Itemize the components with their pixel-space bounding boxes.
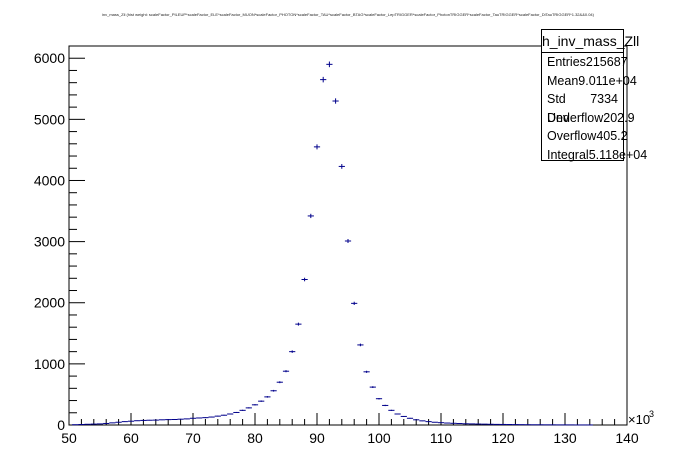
y-tick-label: 3000 <box>34 234 65 250</box>
data-point <box>264 396 271 398</box>
stats-value: 9.011e+04 <box>578 73 637 88</box>
y-tick-label: 0 <box>57 417 65 433</box>
data-point <box>425 421 432 423</box>
data-point <box>183 418 190 420</box>
data-point <box>134 420 141 422</box>
data-point <box>233 411 240 413</box>
data-point <box>351 301 358 305</box>
x-axis-multiplier-exponent: 3 <box>649 409 654 419</box>
data-point <box>307 213 314 219</box>
data-point <box>171 418 178 420</box>
stats-value: 405.2 <box>596 129 628 143</box>
data-point <box>282 370 290 373</box>
data-point <box>313 144 321 150</box>
stats-row: Overflow 405.2 <box>542 127 628 146</box>
x-tick-label: 130 <box>553 430 577 446</box>
x-tick-label: 110 <box>430 430 453 446</box>
stats-value: 202.9 <box>603 110 635 125</box>
data-point <box>245 407 252 409</box>
data-point <box>121 421 128 423</box>
data-point <box>388 409 395 411</box>
stats-row: Entries 215687 <box>542 53 628 72</box>
x-tick-label: 90 <box>309 430 325 446</box>
data-point <box>382 404 389 407</box>
chart-title: inv_mass_Zll (hist weight: scaleFactor_P… <box>102 12 594 17</box>
data-point <box>208 416 215 418</box>
data-point <box>344 238 352 244</box>
x-tick-label: 50 <box>61 430 77 446</box>
data-point <box>357 343 364 347</box>
data-point <box>140 419 147 421</box>
data-point <box>295 322 302 326</box>
y-tick-label: 5000 <box>34 111 65 127</box>
data-point <box>338 164 345 169</box>
y-tick-label: 1000 <box>34 356 65 372</box>
data-point <box>369 386 376 389</box>
stats-label: Mean <box>547 73 579 88</box>
data-point <box>413 419 420 421</box>
stats-label: Entries <box>547 55 586 69</box>
data-point <box>375 397 383 400</box>
stats-row: Mean 9.011e+04 <box>542 72 637 91</box>
stats-row: Std Dev 7334 <box>542 90 623 125</box>
x-axis-multiplier: ×10 <box>628 412 650 427</box>
stats-row: Integral 5.118e+04 <box>542 146 647 165</box>
data-point <box>419 420 426 422</box>
x-tick-label: 140 <box>615 430 639 446</box>
stats-title: h_inv_mass_Zll <box>542 30 639 53</box>
data-point <box>400 415 407 417</box>
data-point <box>251 404 259 406</box>
data-point <box>158 419 166 421</box>
stats-label: Integral <box>547 147 589 162</box>
data-point <box>152 419 159 421</box>
data-point <box>320 76 327 83</box>
data-point <box>363 370 370 373</box>
data-point <box>196 417 203 419</box>
x-tick-label: 60 <box>123 430 139 446</box>
data-point <box>276 381 283 384</box>
stats-box: h_inv_mass_Zll Entries 215687 Mean 9.011e+0… <box>541 29 647 162</box>
y-tick-label: 4000 <box>34 172 65 188</box>
data-point <box>270 389 277 392</box>
y-tick-label: 6000 <box>34 50 65 66</box>
data-point <box>165 419 172 421</box>
stats-value: 5.118e+04 <box>588 147 648 162</box>
stats-label: Overflow <box>547 129 597 143</box>
data-point <box>202 417 209 419</box>
data-point <box>127 420 135 422</box>
data-point <box>326 61 333 68</box>
data-point <box>177 418 184 420</box>
stats-label: Std Dev <box>547 92 570 125</box>
stats-value: 215687 <box>585 55 628 69</box>
data-point <box>220 414 228 416</box>
x-tick-label: 80 <box>247 430 263 446</box>
y-tick-label: 2000 <box>34 295 65 311</box>
data-point <box>214 415 221 417</box>
data-point <box>332 98 339 104</box>
data-point <box>189 417 197 419</box>
data-point <box>301 277 308 282</box>
data-point <box>227 413 234 415</box>
data-point <box>146 419 153 421</box>
data-point <box>239 409 246 411</box>
data-point <box>258 400 265 402</box>
data-point <box>406 417 414 419</box>
stats-row: Underflow 202.9 <box>542 109 635 128</box>
x-tick-label: 120 <box>491 430 515 446</box>
plot-frame <box>68 45 628 426</box>
x-tick-label: 70 <box>185 430 201 446</box>
data-point <box>394 413 401 415</box>
stats-label: Underflow <box>547 110 604 125</box>
stats-value: 7334 <box>590 92 618 106</box>
x-tick-label: 100 <box>367 430 391 446</box>
data-point <box>289 350 296 353</box>
